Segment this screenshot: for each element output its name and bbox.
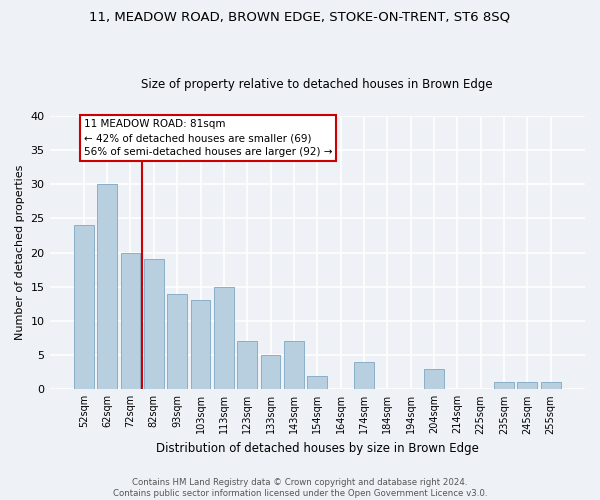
- Y-axis label: Number of detached properties: Number of detached properties: [15, 165, 25, 340]
- Bar: [260, 355, 280, 390]
- Bar: [541, 382, 560, 390]
- Bar: [214, 286, 234, 390]
- Bar: [307, 376, 327, 390]
- X-axis label: Distribution of detached houses by size in Brown Edge: Distribution of detached houses by size …: [156, 442, 479, 455]
- Text: 11, MEADOW ROAD, BROWN EDGE, STOKE-ON-TRENT, ST6 8SQ: 11, MEADOW ROAD, BROWN EDGE, STOKE-ON-TR…: [89, 10, 511, 23]
- Bar: [517, 382, 538, 390]
- Bar: [121, 252, 140, 390]
- Bar: [74, 225, 94, 390]
- Bar: [144, 260, 164, 390]
- Bar: [494, 382, 514, 390]
- Bar: [354, 362, 374, 390]
- Bar: [167, 294, 187, 390]
- Bar: [97, 184, 117, 390]
- Bar: [191, 300, 211, 390]
- Bar: [238, 342, 257, 390]
- Text: 11 MEADOW ROAD: 81sqm
← 42% of detached houses are smaller (69)
56% of semi-deta: 11 MEADOW ROAD: 81sqm ← 42% of detached …: [84, 119, 332, 157]
- Bar: [284, 342, 304, 390]
- Text: Contains HM Land Registry data © Crown copyright and database right 2024.
Contai: Contains HM Land Registry data © Crown c…: [113, 478, 487, 498]
- Bar: [424, 369, 444, 390]
- Title: Size of property relative to detached houses in Brown Edge: Size of property relative to detached ho…: [142, 78, 493, 91]
